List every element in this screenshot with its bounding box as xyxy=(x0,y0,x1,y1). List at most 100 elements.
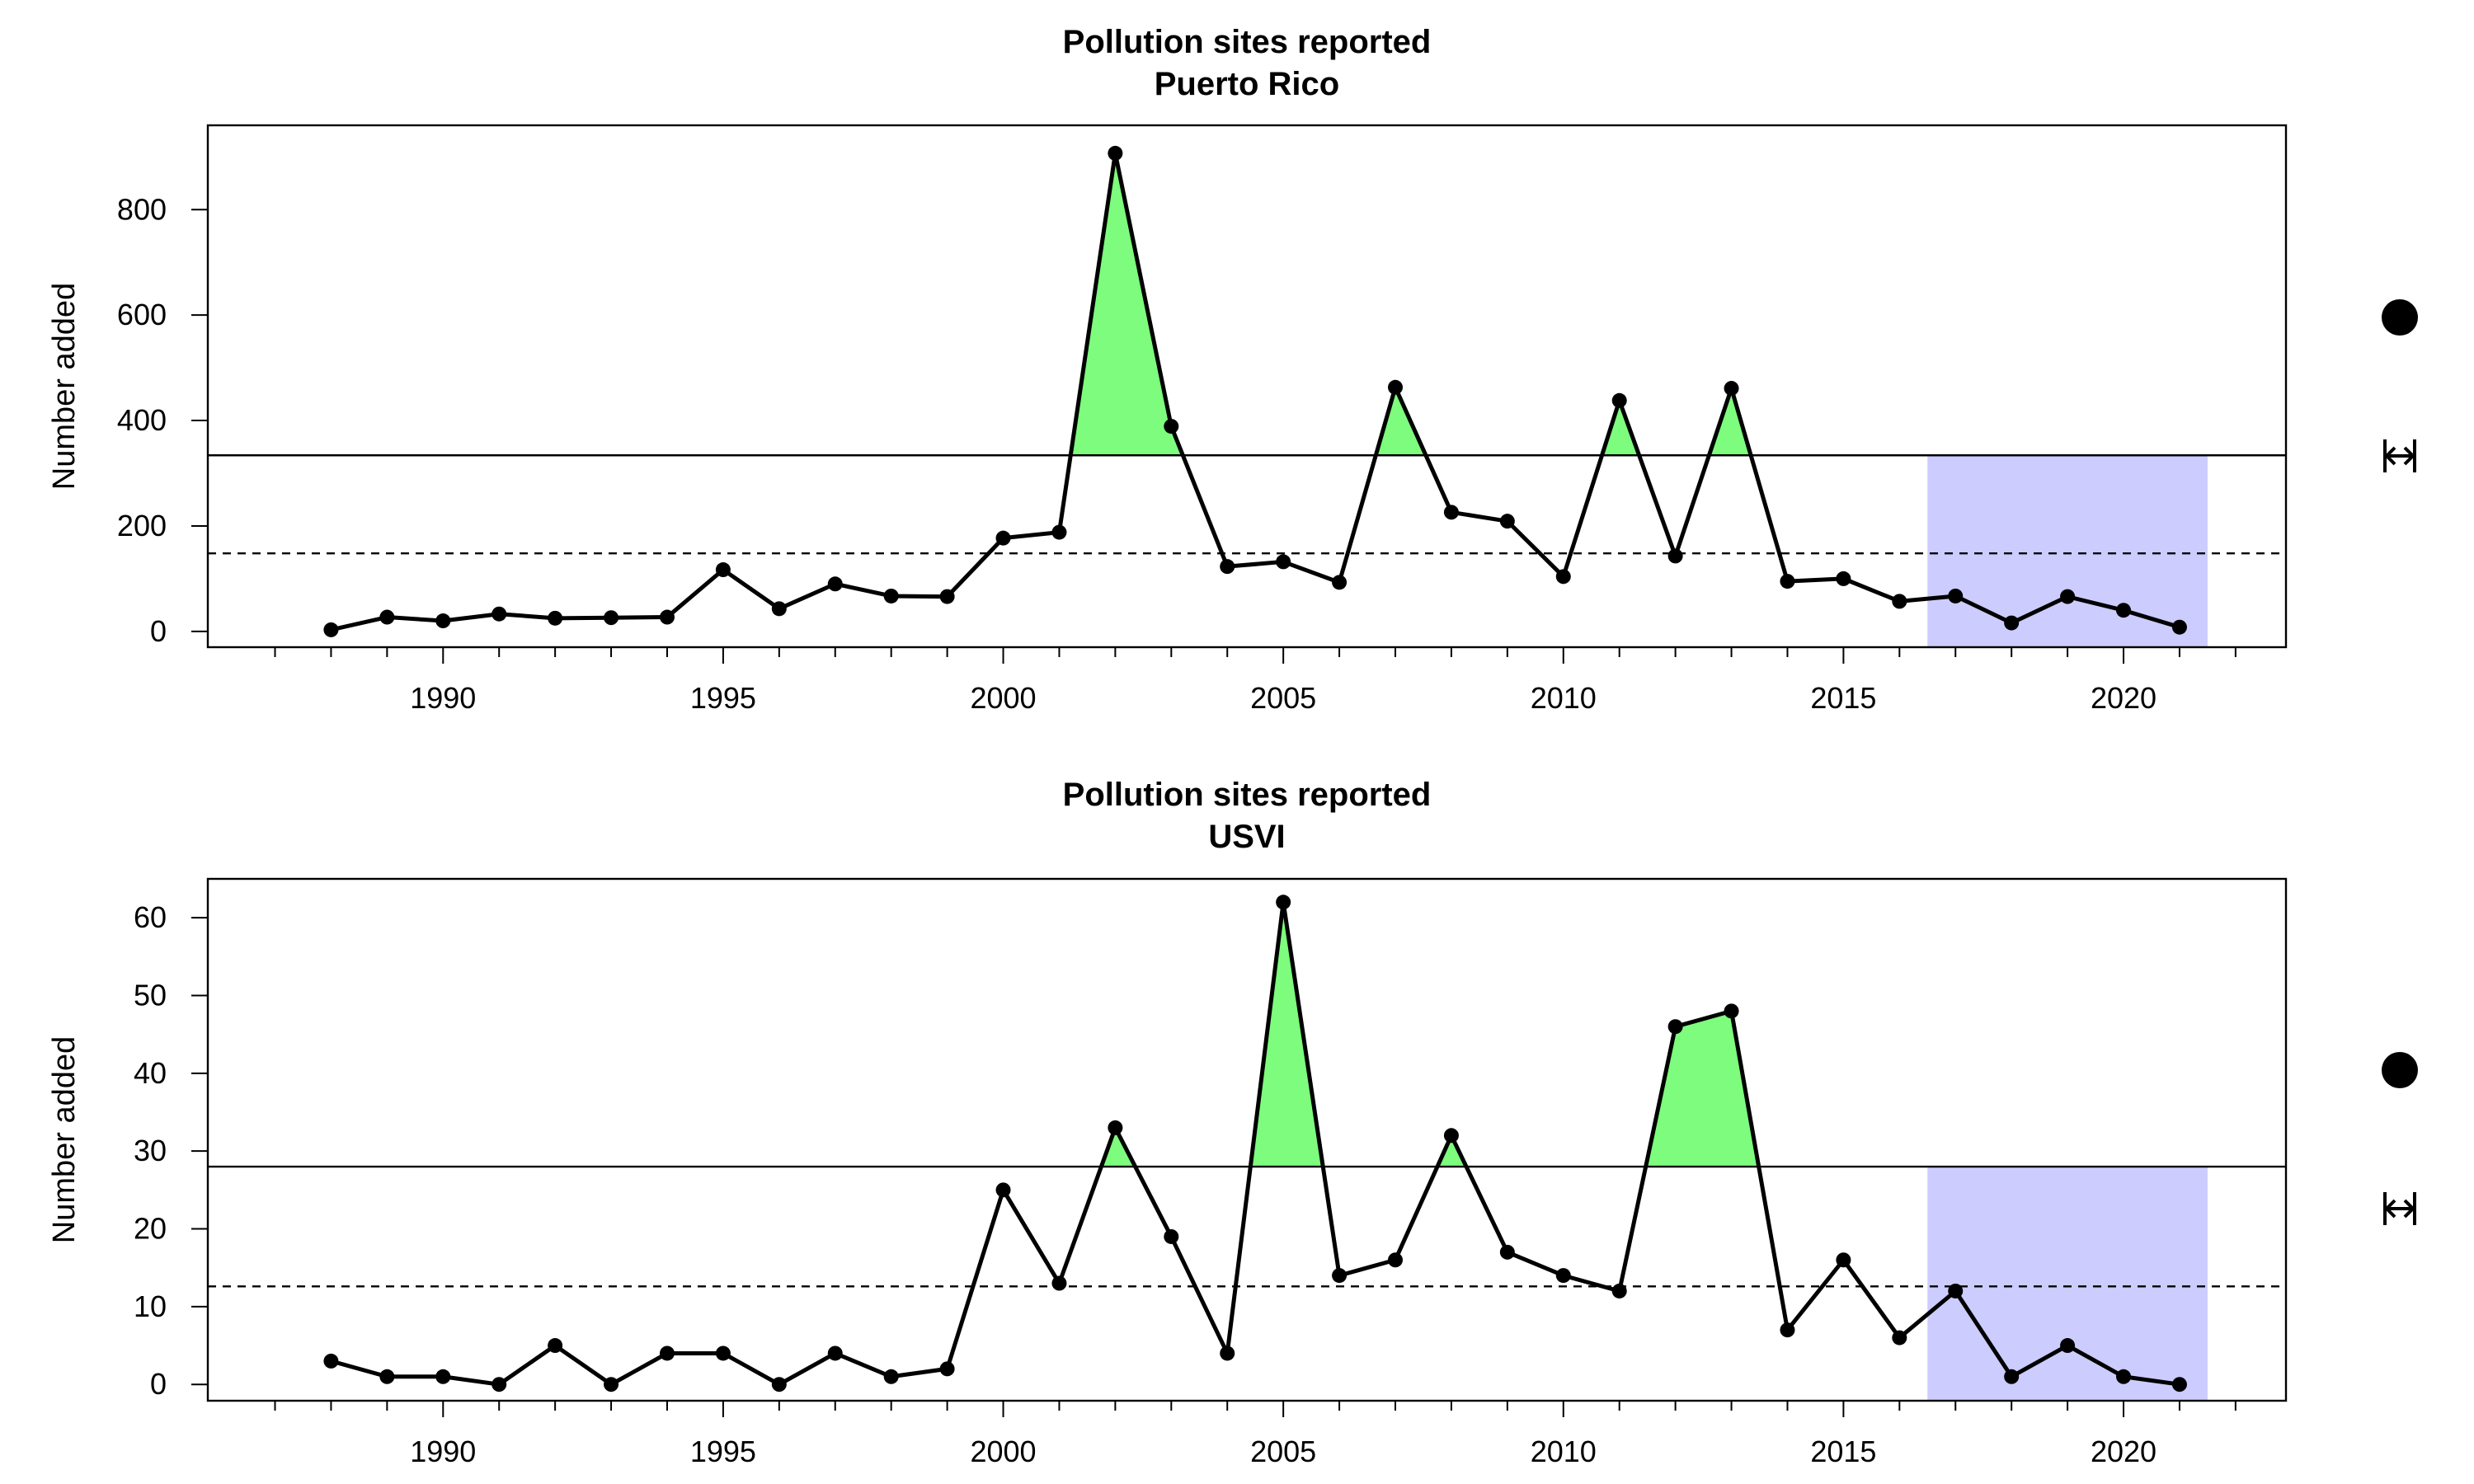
x-tick-label: 2020 xyxy=(2091,1435,2157,1468)
data-point xyxy=(939,1361,955,1377)
above-threshold-fill xyxy=(1376,387,1426,456)
data-point xyxy=(492,606,507,622)
x-tick-label: 2010 xyxy=(1531,1435,1597,1468)
x-tick-label: 1995 xyxy=(690,1435,756,1468)
data-point xyxy=(771,601,787,617)
y-tick-label: 20 xyxy=(134,1212,167,1246)
data-point xyxy=(2060,589,2076,604)
above-threshold-fill xyxy=(1070,153,1183,456)
above-threshold-fill xyxy=(1437,1135,1467,1167)
plot-frame xyxy=(206,124,2288,649)
above-threshold-fill xyxy=(1101,1127,1136,1167)
above-threshold-fill xyxy=(1645,1011,1759,1167)
y-tick-label: 40 xyxy=(134,1056,167,1090)
above-threshold-fill xyxy=(1250,902,1324,1167)
recent-years-band xyxy=(1927,455,2208,647)
y-tick-label: 60 xyxy=(134,900,167,934)
x-tick-label: 2005 xyxy=(1250,1435,1316,1468)
data-point xyxy=(1388,1252,1403,1268)
data-point xyxy=(1443,505,1459,520)
data-point xyxy=(1948,588,1964,603)
data-point xyxy=(1892,1330,1907,1345)
x-tick-label: 2015 xyxy=(1810,1435,1876,1468)
chart-subtitle: USVI xyxy=(1208,819,1285,855)
data-point xyxy=(659,609,675,625)
chart-panel-1: Pollution sites reported Puerto Rico 1990 1… xyxy=(47,24,2418,715)
data-point xyxy=(323,622,339,637)
x-tick-label: 1990 xyxy=(410,1435,476,1468)
data-point xyxy=(2004,615,2020,631)
data-point xyxy=(1108,145,1123,161)
data-point xyxy=(2171,1377,2187,1392)
y-tick-label: 400 xyxy=(117,403,167,437)
y-tick-label: 0 xyxy=(150,614,167,648)
chart-subtitle: Puerto Rico xyxy=(1155,66,1339,102)
data-point xyxy=(883,1369,899,1384)
data-point xyxy=(604,1377,619,1392)
y-axis-label: Number added xyxy=(47,1036,82,1243)
data-point xyxy=(1611,1283,1627,1298)
data-point xyxy=(995,1182,1011,1198)
data-point xyxy=(1220,1345,1235,1361)
data-point xyxy=(939,589,955,604)
data-point xyxy=(659,1345,675,1361)
series-line xyxy=(330,151,2180,632)
data-point xyxy=(2171,619,2187,635)
data-point xyxy=(323,1353,339,1369)
data-point xyxy=(715,1345,731,1361)
data-point xyxy=(548,610,563,626)
y-tick-label: 0 xyxy=(150,1367,167,1401)
data-point xyxy=(492,1377,507,1392)
x-tick-label: 2015 xyxy=(1810,681,1876,715)
filled-circle-symbol xyxy=(2382,299,2418,336)
x-tick-label: 2020 xyxy=(2091,681,2157,715)
plot-frame xyxy=(206,877,2288,1402)
data-point xyxy=(379,609,395,625)
y-tick-label: 30 xyxy=(134,1134,167,1167)
data-point xyxy=(1667,548,1683,564)
data-point xyxy=(1499,514,1515,529)
data-point xyxy=(435,613,451,629)
data-point xyxy=(1948,1283,1964,1298)
data-point xyxy=(1667,1019,1683,1035)
data-point xyxy=(2116,603,2132,618)
data-point xyxy=(715,562,731,578)
data-point xyxy=(1780,1322,1795,1338)
data-point xyxy=(1332,1268,1348,1284)
data-point xyxy=(1164,419,1179,434)
above-threshold-fill xyxy=(1602,400,1639,456)
data-point xyxy=(2116,1369,2132,1384)
recent-years-band xyxy=(1927,1167,2208,1401)
y-tick-label: 50 xyxy=(134,979,167,1012)
data-point xyxy=(2004,1369,2020,1384)
x-tick-label: 2005 xyxy=(1250,681,1316,715)
above-threshold-fill xyxy=(1709,388,1752,456)
x-tick-label: 2000 xyxy=(970,1435,1036,1468)
data-point xyxy=(1051,524,1067,540)
y-tick-label: 200 xyxy=(117,509,167,542)
left-right-arrow-symbol xyxy=(2383,1192,2416,1225)
data-point xyxy=(827,576,843,592)
data-point xyxy=(1499,1244,1515,1260)
chart-title: Pollution sites reported xyxy=(1063,24,1432,60)
data-point xyxy=(1220,559,1235,575)
data-point xyxy=(379,1369,395,1384)
data-point xyxy=(1780,574,1795,589)
chart-title: Pollution sites reported xyxy=(1063,777,1432,813)
data-point xyxy=(435,1369,451,1384)
data-point xyxy=(883,588,899,603)
data-point xyxy=(1276,554,1291,570)
x-tick-label: 2010 xyxy=(1531,681,1597,715)
series-line xyxy=(330,899,2180,1387)
x-tick-label: 1995 xyxy=(690,681,756,715)
data-point xyxy=(1611,392,1627,408)
x-tick-label: 1990 xyxy=(410,681,476,715)
data-point xyxy=(1443,1128,1459,1144)
y-axis-label: Number added xyxy=(47,283,82,490)
y-tick-label: 800 xyxy=(117,192,167,226)
data-point xyxy=(1108,1120,1123,1135)
data-point xyxy=(1388,379,1403,395)
left-right-arrow-symbol xyxy=(2383,439,2416,472)
data-point xyxy=(604,610,619,626)
